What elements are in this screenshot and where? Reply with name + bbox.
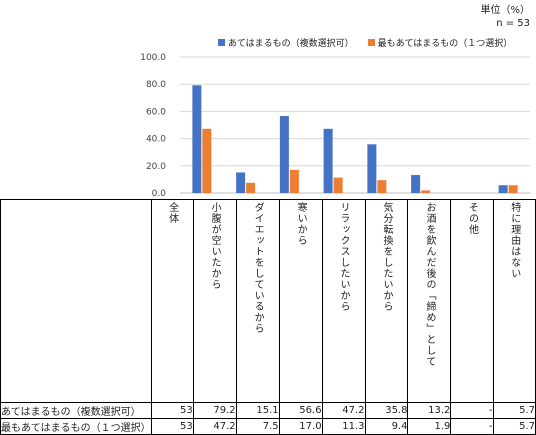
table-cell: 47.2 bbox=[192, 418, 237, 435]
y-tick-label: 60.0 bbox=[146, 107, 166, 117]
legend-label-series2: 最もあてはまるもの（１つ選択） bbox=[377, 39, 513, 49]
data-table: 全体 小腹が空いたから ダイエットをしているから 寒いから リラックスしたいから… bbox=[0, 199, 536, 435]
bar-series2 bbox=[289, 169, 299, 193]
bar-chart: 0.0 20.0 40.0 60.0 80.0 100.0 bbox=[140, 53, 530, 199]
table-row: 最もあてはまるもの（１つ選択） 53 47.2 7.5 17.0 11.3 9.… bbox=[0, 418, 536, 435]
table-row: あてはまるもの（複数選択可） 53 79.2 15.1 56.6 47.2 35… bbox=[0, 402, 536, 419]
y-tick-label: 100.0 bbox=[140, 53, 166, 63]
table-cell: 35.8 bbox=[364, 402, 409, 419]
table-cell: 7.5 bbox=[235, 418, 280, 435]
table-cell: - bbox=[450, 418, 494, 435]
bars bbox=[192, 85, 518, 193]
table-cell: 15.1 bbox=[235, 402, 280, 419]
table-cell: 13.2 bbox=[407, 402, 452, 419]
table-cell: - bbox=[450, 402, 494, 419]
table-cell: 9.4 bbox=[364, 418, 409, 435]
bar-series1 bbox=[323, 128, 333, 193]
bar-series2 bbox=[377, 180, 387, 193]
table-header-cell: お酒を飲んだ後の「締め」として bbox=[407, 199, 452, 403]
table-header-row: 全体 小腹が空いたから ダイエットをしているから 寒いから リラックスしたいから… bbox=[0, 199, 536, 403]
y-tick-label: 0.0 bbox=[152, 189, 167, 199]
bar-series2 bbox=[202, 128, 212, 193]
bar-series2 bbox=[508, 185, 518, 193]
unit-note: 単位（%） n = 53 bbox=[480, 4, 530, 30]
row-label: あてはまるもの（複数選択可） bbox=[0, 402, 152, 419]
bar-series2 bbox=[421, 190, 431, 193]
legend-item-series2: 最もあてはまるもの（１つ選択） bbox=[367, 36, 513, 49]
bar-series1 bbox=[498, 185, 508, 193]
legend-swatch-series2 bbox=[367, 39, 375, 46]
table-header-cell: その他 bbox=[450, 199, 494, 403]
table-cell: 56.6 bbox=[278, 402, 323, 419]
table-cell: 47.2 bbox=[321, 402, 366, 419]
bar-series1 bbox=[192, 85, 202, 193]
table-cell: 17.0 bbox=[278, 418, 323, 435]
table-cell: 53 bbox=[150, 418, 194, 435]
bar-series1 bbox=[411, 175, 421, 193]
y-tick-label: 80.0 bbox=[146, 80, 166, 90]
grid-layer bbox=[180, 56, 530, 194]
y-tick-label: 20.0 bbox=[146, 162, 166, 172]
table-header-cell: 特に理由はない bbox=[492, 199, 536, 403]
row-label: 最もあてはまるもの（１つ選択） bbox=[0, 418, 152, 435]
legend-item-series1: あてはまるもの（複数選択可） bbox=[218, 36, 354, 49]
table-header-cell: リラックスしたいから bbox=[321, 199, 366, 403]
legend-swatch-series1 bbox=[218, 39, 225, 46]
legend-label-series1: あてはまるもの（複数選択可） bbox=[228, 39, 354, 49]
table-cell: 1.9 bbox=[407, 418, 452, 435]
table-cell: 53 bbox=[150, 402, 194, 419]
table-header-total: 全体 bbox=[150, 199, 194, 403]
bar-series1 bbox=[367, 144, 377, 193]
table-header-cell: 小腹が空いたから bbox=[192, 199, 237, 403]
bar-series2 bbox=[333, 177, 343, 193]
table-header-cell: 寒いから bbox=[278, 199, 323, 403]
unit-label: 単位（%） bbox=[480, 5, 530, 16]
table-cell: 5.7 bbox=[492, 418, 536, 435]
table-corner-cell bbox=[0, 199, 152, 403]
bar-series1 bbox=[236, 172, 246, 193]
bar-series2 bbox=[246, 182, 256, 193]
table-header-cell: ダイエットをしているから bbox=[235, 199, 280, 403]
y-axis-ticks: 0.0 20.0 40.0 60.0 80.0 100.0 bbox=[140, 53, 166, 199]
table-header-cell: 気分転換をしたいから bbox=[364, 199, 409, 403]
bar-series1 bbox=[279, 116, 289, 193]
chart-legend: あてはまるもの（複数選択可） 最もあてはまるもの（１つ選択） bbox=[218, 36, 512, 49]
table-cell: 79.2 bbox=[192, 402, 237, 419]
y-tick-label: 40.0 bbox=[146, 135, 166, 145]
table-cell: 11.3 bbox=[321, 418, 366, 435]
sample-size-label: n = 53 bbox=[496, 18, 530, 29]
table-cell: 5.7 bbox=[492, 402, 536, 419]
